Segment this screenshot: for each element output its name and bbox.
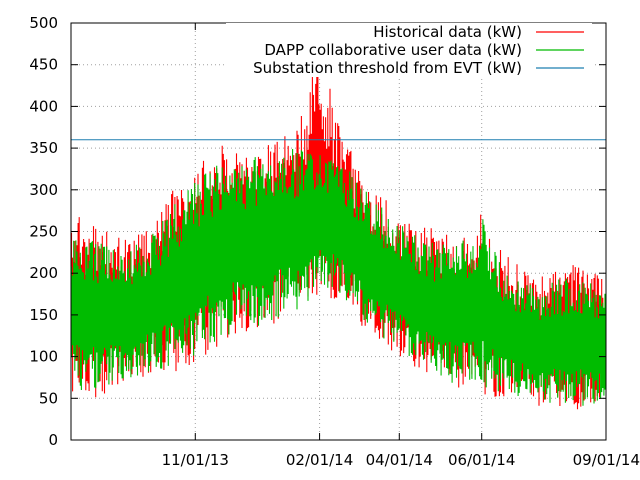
- legend-background: [226, 59, 592, 77]
- legend: Historical data (kW)DAPP collaborative u…: [226, 23, 592, 77]
- legend-label: Substation threshold from EVT (kW): [253, 59, 522, 77]
- y-tick-label: 300: [29, 181, 58, 199]
- y-tick-label: 150: [29, 306, 58, 324]
- x-tick-label: 06/01/14: [448, 451, 515, 469]
- x-tick-label: 02/01/14: [286, 451, 353, 469]
- legend-background: [226, 41, 592, 59]
- legend-label: Historical data (kW): [373, 23, 522, 41]
- legend-label: DAPP collaborative user data (kW): [264, 41, 522, 59]
- y-tick-label: 0: [48, 431, 58, 449]
- y-tick-label: 50: [39, 389, 58, 407]
- y-tick-label: 100: [29, 348, 58, 366]
- y-tick-label: 500: [29, 14, 58, 32]
- axis-ticks: 0 50 100 150 200 250 300 350 400 450 500 11/01/13 02…: [29, 14, 640, 469]
- y-tick-label: 450: [29, 56, 58, 74]
- y-tick-label: 400: [29, 97, 58, 115]
- legend-background: [226, 23, 592, 41]
- plot-series: [70, 54, 606, 410]
- y-tick-label: 250: [29, 223, 58, 241]
- x-tick-label: 09/01/14: [573, 451, 640, 469]
- y-tick-label: 200: [29, 264, 58, 282]
- x-tick-label: 11/01/13: [162, 451, 229, 469]
- x-tick-label: 04/01/14: [366, 451, 433, 469]
- y-tick-label: 350: [29, 139, 58, 157]
